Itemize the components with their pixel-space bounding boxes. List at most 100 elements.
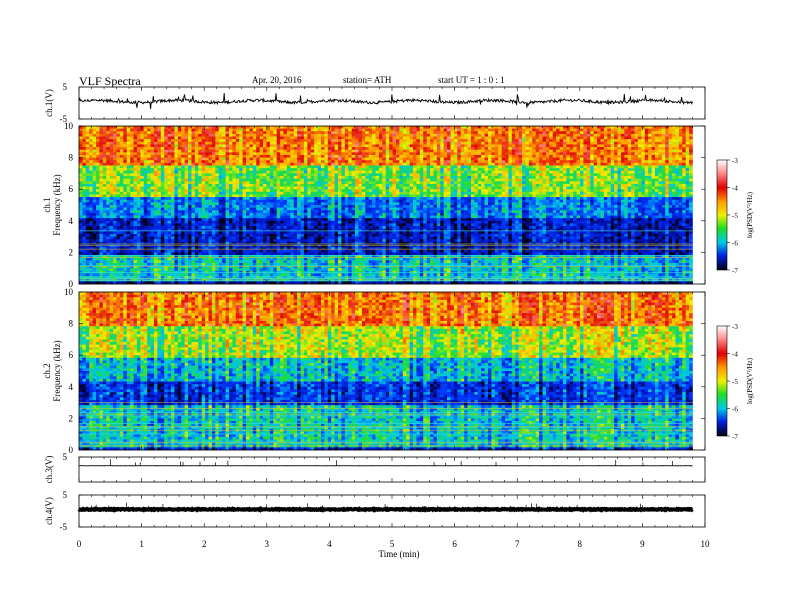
spectrogram-cell [372, 147, 376, 150]
spectrogram-cell [614, 168, 618, 172]
spectrogram-cell [689, 141, 693, 145]
spectrogram-cell [147, 152, 151, 156]
spectrogram-cell [573, 168, 577, 172]
spectrogram-cell [109, 152, 114, 156]
spectrogram-cell [303, 176, 308, 179]
spectrogram-cell [474, 154, 479, 158]
spectrogram-cell [222, 131, 226, 135]
spectrogram-cell [150, 126, 155, 129]
spectrogram-cell [378, 160, 383, 164]
spectrogram-cell [181, 176, 185, 179]
spectrogram-cell [106, 173, 110, 177]
spectrogram-cell [406, 194, 410, 198]
spectrogram-cell [314, 194, 318, 198]
spectrogram-cell [392, 165, 397, 169]
spectrogram-cell [259, 168, 264, 172]
spectrogram-cell [338, 191, 342, 195]
spectrogram-cell [297, 160, 301, 164]
spectrogram-cell [133, 168, 138, 172]
spectrogram-cell [331, 165, 335, 169]
spectrogram-cell [450, 191, 455, 195]
spectrogram-cell [211, 152, 216, 156]
spectrogram-cell [487, 176, 492, 179]
spectrogram-cell [453, 126, 458, 129]
spectrogram-cell [276, 189, 281, 193]
spectrogram-cell [286, 149, 291, 153]
spectrogram-cell [164, 189, 168, 193]
spectrogram-cell [307, 133, 312, 137]
spectrogram-cell [228, 162, 233, 166]
spectrogram-cell [171, 126, 175, 129]
spectrogram-cell [433, 194, 438, 198]
spectrogram-cell [562, 160, 567, 164]
spectrogram-cell [317, 160, 322, 164]
spectrogram-cell [249, 189, 254, 193]
spectrogram-cell [457, 139, 462, 143]
spectrogram-cell [637, 173, 642, 177]
spectrogram-cell [678, 160, 683, 164]
spectrogram-cell [324, 176, 329, 179]
spectrogram-cell [293, 144, 298, 148]
spectrogram-cell [654, 128, 659, 132]
spectrogram-cell [641, 131, 646, 135]
spectrogram-cell [566, 183, 571, 187]
spectrogram-cell [457, 160, 462, 164]
spectrogram-cell [307, 194, 312, 198]
spectrogram-cell [160, 168, 165, 172]
spectrogram-cell [487, 191, 492, 195]
spectrogram-cell [113, 149, 117, 153]
spectrogram-cell [365, 186, 369, 190]
spectrogram-cell [545, 133, 550, 137]
spectrogram-cell [450, 136, 455, 140]
spectrogram-cell [665, 173, 669, 177]
spectrogram-cell [113, 162, 117, 166]
spectrogram-cell [607, 149, 611, 153]
spectrogram-cell [147, 131, 151, 135]
spectrogram-cell [331, 154, 335, 158]
spectrogram-cell [508, 178, 513, 182]
spectrogram-cell [542, 181, 547, 185]
spectrogram-cell [672, 126, 676, 129]
spectrogram-cell [603, 136, 608, 140]
spectrogram-cell [576, 173, 581, 177]
spectrogram-cell [436, 131, 441, 135]
spectrogram-cell [232, 147, 237, 150]
spectrogram-cell [307, 176, 312, 179]
spectrogram-cell [559, 165, 564, 169]
spectrogram-cell [286, 131, 291, 135]
spectrogram-cell [378, 173, 383, 177]
spectrogram-cell [518, 136, 523, 140]
spectrogram-cell [160, 149, 165, 153]
spectrogram-cell [280, 191, 284, 195]
spectrogram-cell [286, 165, 291, 169]
spectrogram-cell [160, 189, 165, 193]
spectrogram-cell [249, 170, 254, 174]
spectrogram-cell [562, 181, 567, 185]
spectrogram-cell [392, 157, 397, 161]
spectrogram-cell [177, 141, 182, 145]
spectrogram-cell [133, 141, 138, 145]
spectrogram-cell [355, 149, 359, 153]
spectrogram-cell [167, 139, 172, 143]
spectrogram-cell [487, 147, 492, 150]
spectrogram-cell [259, 141, 264, 145]
spectrogram-cell [549, 152, 554, 156]
spectrogram-cell [539, 186, 543, 190]
spectrogram-cell [487, 126, 492, 129]
spectrogram-cell [610, 181, 615, 185]
spectrogram-cell [549, 189, 554, 193]
spectrogram-cell [239, 170, 243, 174]
spectrogram-cell [372, 131, 376, 135]
spectrogram-cell [324, 168, 329, 172]
spectrogram-cell [239, 189, 243, 193]
spectrogram-cell [293, 162, 298, 166]
spectrogram-cell [685, 157, 690, 161]
spectrogram-cell [300, 165, 305, 169]
spectrogram-cell [487, 157, 492, 161]
spectrogram-cell [522, 131, 526, 135]
spectrogram-cell [423, 147, 427, 150]
spectrogram-cell [225, 194, 230, 198]
spectrogram-cell [528, 154, 533, 158]
spectrogram-cell [283, 131, 288, 135]
spectrogram-cell [668, 136, 673, 140]
